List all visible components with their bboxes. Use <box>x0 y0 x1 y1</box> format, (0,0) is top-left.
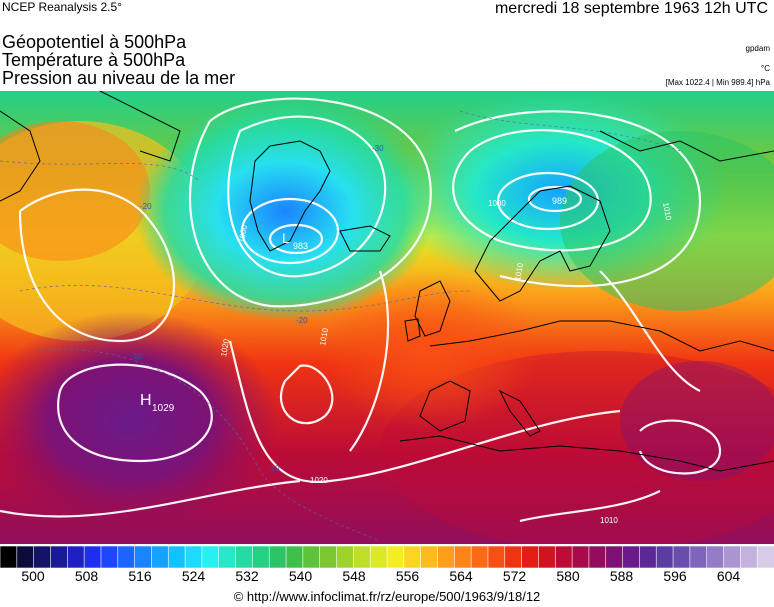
isotherm-label: -20 <box>296 316 308 325</box>
isobar-label: 1020 <box>219 338 231 358</box>
high-center-value: 1029 <box>152 403 175 414</box>
isobar-label: 1010 <box>318 327 330 347</box>
color-scale-tick-label: 516 <box>128 568 152 584</box>
low-center-value-north: 989 <box>552 196 567 206</box>
date-label: mercredi 18 septembre 1963 12h UTC <box>494 0 768 17</box>
color-scale-swatch <box>538 546 557 568</box>
isobar-label: 1020 <box>310 476 328 485</box>
title-temperature: Température à 500hPa <box>2 50 186 70</box>
isotherm-label: -10 <box>130 352 142 361</box>
color-scale-tick-label: 524 <box>181 568 206 584</box>
color-scale-swatch <box>403 546 422 568</box>
color-scale-swatch <box>319 546 338 568</box>
color-scale-swatch <box>83 546 102 568</box>
color-scale-tick-label: 548 <box>342 568 366 584</box>
color-scale-swatch <box>134 546 153 568</box>
color-scale-swatch <box>420 546 439 568</box>
color-scale-swatch <box>740 546 758 568</box>
unit-celsius: °C <box>761 64 770 73</box>
high-center-letter: H <box>140 392 152 409</box>
isotherm-label: -20 <box>140 202 152 211</box>
color-scale-tick-label: 540 <box>288 568 313 584</box>
color-scale-swatch <box>285 546 304 568</box>
color-scale-tick-label: 572 <box>502 568 527 584</box>
color-scale-swatch <box>218 546 237 568</box>
color-scale-swatch <box>386 546 405 568</box>
color-scale-swatch <box>437 546 456 568</box>
color-scale-swatch <box>33 546 52 568</box>
color-scale-swatch <box>453 546 472 568</box>
color-scale-swatch <box>67 546 85 568</box>
color-scale-swatch <box>639 546 658 568</box>
color-scale-swatch <box>487 546 506 568</box>
color-scale-ticks: 500 508 516 524 532 540 548 556 564 572 580 588 596 6… <box>0 568 774 588</box>
color-scale-swatch <box>369 546 388 568</box>
color-scale-swatch <box>706 546 725 568</box>
color-scale-tick-label: 556 <box>395 568 420 584</box>
color-scale-swatch <box>167 546 186 568</box>
color-scale-swatch <box>235 546 254 568</box>
color-scale-swatch <box>672 546 691 568</box>
color-scale-swatch <box>201 546 220 568</box>
color-scale-swatch <box>689 546 708 568</box>
isobar-label: 1010 <box>661 202 673 222</box>
color-scale-tick-label: 564 <box>449 568 473 584</box>
color-scale-swatch <box>554 546 573 568</box>
color-scale-tick-label: 604 <box>716 568 741 584</box>
color-scale-swatch <box>605 546 624 568</box>
title-pressure: Pression au niveau de la mer <box>2 68 236 88</box>
color-scale-swatch <box>588 546 607 568</box>
isobar-label: 1010 <box>513 262 525 282</box>
isotherm-label: -30 <box>372 144 384 153</box>
color-scale-swatch <box>0 546 18 568</box>
color-scale-swatch <box>151 546 170 568</box>
low-center-letter: L <box>282 230 290 246</box>
color-scale-swatch <box>336 546 355 568</box>
color-scale-swatch <box>302 546 321 568</box>
color-scale-tick-label: 580 <box>556 568 580 584</box>
color-scale-swatch <box>184 546 203 568</box>
pressure-range: [Max 1022.4 | Min 989.4] hPa <box>665 78 770 87</box>
color-scale-swatch <box>268 546 287 568</box>
color-scale-swatch <box>723 546 742 568</box>
color-scale-tick-label: 588 <box>609 568 634 584</box>
color-scale-tick-label: 596 <box>663 568 687 584</box>
color-scale-swatch <box>504 546 523 568</box>
color-scale-swatch <box>622 546 641 568</box>
color-scale-swatch <box>756 546 774 568</box>
unit-gpdam: gpdam <box>745 44 770 53</box>
color-scale <box>0 546 774 568</box>
color-scale-swatch <box>117 546 136 568</box>
color-scale-swatch <box>470 546 489 568</box>
credit-url: © http://www.infoclimat.fr/rz/europe/500… <box>233 589 541 604</box>
color-scale-tick-label: 532 <box>235 568 259 584</box>
isobar-label: 1000 <box>237 224 249 244</box>
color-scale-swatch <box>353 546 371 568</box>
color-scale-swatch <box>571 546 590 568</box>
color-scale-swatch <box>521 546 540 568</box>
isobar-label: 1010 <box>600 516 618 525</box>
isotherm-label: -10 <box>268 464 280 473</box>
color-scale-swatch <box>50 546 69 568</box>
title-geopotential: Géopotentiel à 500hPa <box>2 32 187 52</box>
low-center-value: 983 <box>293 241 308 251</box>
source-label: NCEP Reanalysis 2.5° <box>2 0 122 14</box>
isobar-label: 1000 <box>488 199 506 208</box>
color-scale-swatch <box>655 546 674 568</box>
color-scale-tick-label: 500 <box>21 568 45 584</box>
color-scale-swatch <box>252 546 271 568</box>
color-scale-swatch <box>16 546 35 568</box>
color-scale-tick-label: 508 <box>74 568 99 584</box>
color-scale-swatch <box>100 546 119 568</box>
weather-map: L 983 989 H 1029 1000 1010 1010 1020 102… <box>0 91 774 544</box>
